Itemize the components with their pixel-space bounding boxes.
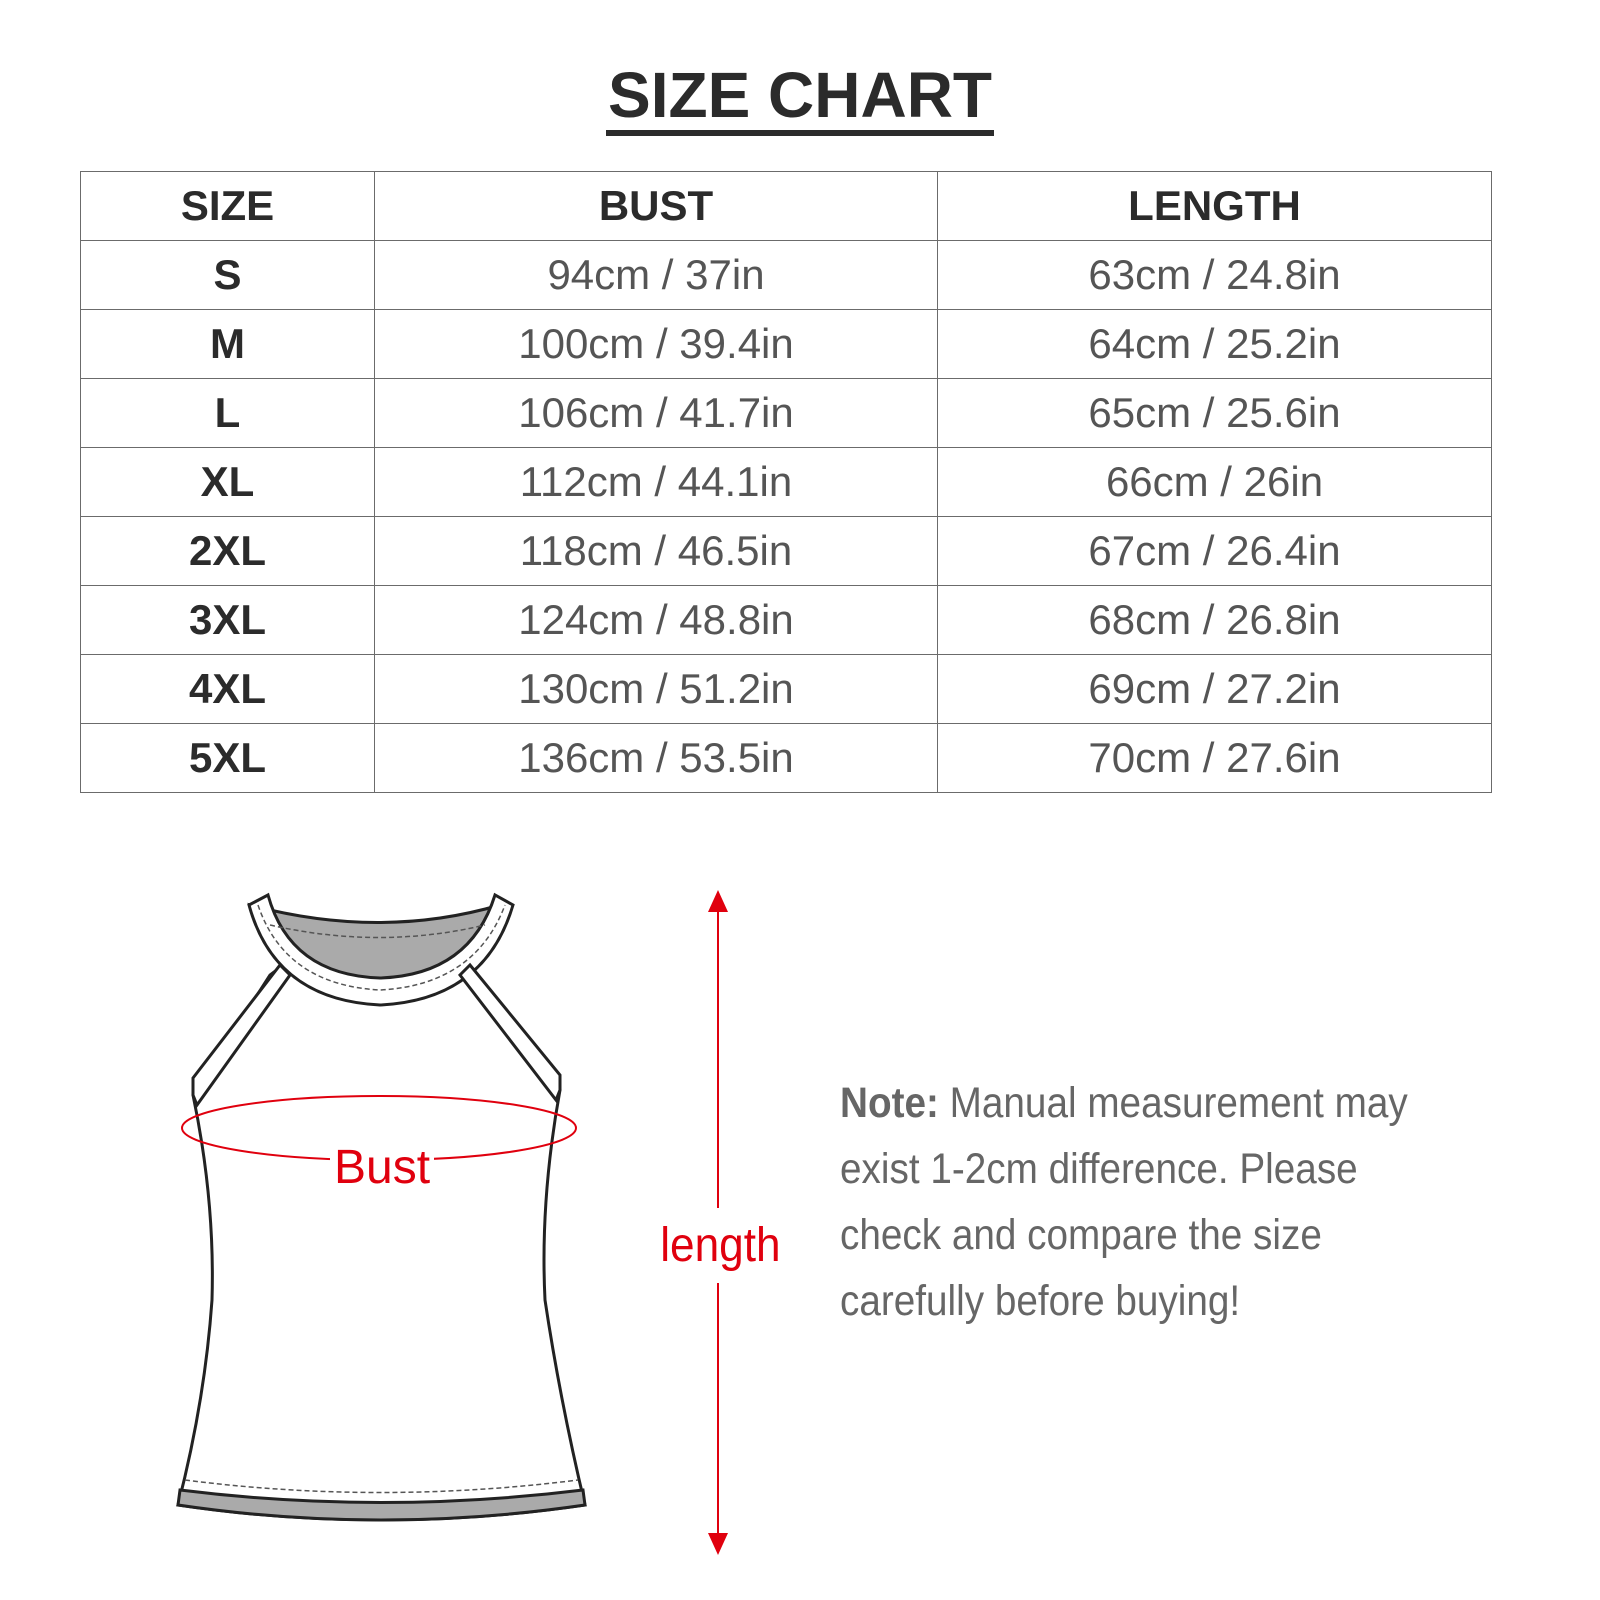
- table-row: M 100cm / 39.4in 64cm / 25.2in: [80, 309, 1492, 379]
- cell-size: M: [80, 309, 375, 379]
- table-row: L 106cm / 41.7in 65cm / 25.6in: [80, 378, 1492, 448]
- page-title: SIZE CHART: [0, 58, 1600, 136]
- header-length: LENGTH: [937, 171, 1492, 241]
- cell-bust: 112cm / 44.1in: [374, 447, 938, 517]
- size-table: SIZE BUST LENGTH S 94cm / 37in 63cm / 24.8…: [80, 171, 1492, 793]
- length-label: length: [660, 1208, 781, 1283]
- cell-bust: 118cm / 46.5in: [374, 516, 938, 586]
- header-bust: BUST: [374, 171, 938, 241]
- table-header-row: SIZE BUST LENGTH: [80, 171, 1492, 241]
- cell-length: 67cm / 26.4in: [937, 516, 1492, 586]
- cell-bust: 106cm / 41.7in: [374, 378, 938, 448]
- cell-length: 70cm / 27.6in: [937, 723, 1492, 793]
- cell-bust: 136cm / 53.5in: [374, 723, 938, 793]
- cell-length: 65cm / 25.6in: [937, 378, 1492, 448]
- cell-size: 4XL: [80, 654, 375, 724]
- cell-length: 69cm / 27.2in: [937, 654, 1492, 724]
- table-row: 2XL 118cm / 46.5in 67cm / 26.4in: [80, 516, 1492, 586]
- cell-size: XL: [80, 447, 375, 517]
- cell-length: 66cm / 26in: [937, 447, 1492, 517]
- note-text: Note: Manual measurement may exist 1-2cm…: [840, 1070, 1416, 1334]
- garment-drawing: [176, 892, 587, 1522]
- header-size: SIZE: [80, 171, 375, 241]
- note-body: Manual measurement may exist 1-2cm diffe…: [840, 1079, 1408, 1325]
- table-row: XL 112cm / 44.1in 66cm / 26in: [80, 447, 1492, 517]
- bust-label: Bust: [330, 1140, 435, 1195]
- table-row: 4XL 130cm / 51.2in 69cm / 27.2in: [80, 654, 1492, 724]
- cell-length: 68cm / 26.8in: [937, 585, 1492, 655]
- cell-length: 64cm / 25.2in: [937, 309, 1492, 379]
- cell-bust: 130cm / 51.2in: [374, 654, 938, 724]
- cell-size: 3XL: [80, 585, 375, 655]
- cell-bust: 100cm / 39.4in: [374, 309, 938, 379]
- cell-size: 2XL: [80, 516, 375, 586]
- table-row: 5XL 136cm / 53.5in 70cm / 27.6in: [80, 723, 1492, 793]
- cell-size: 5XL: [80, 723, 375, 793]
- note-label: Note:: [840, 1079, 939, 1127]
